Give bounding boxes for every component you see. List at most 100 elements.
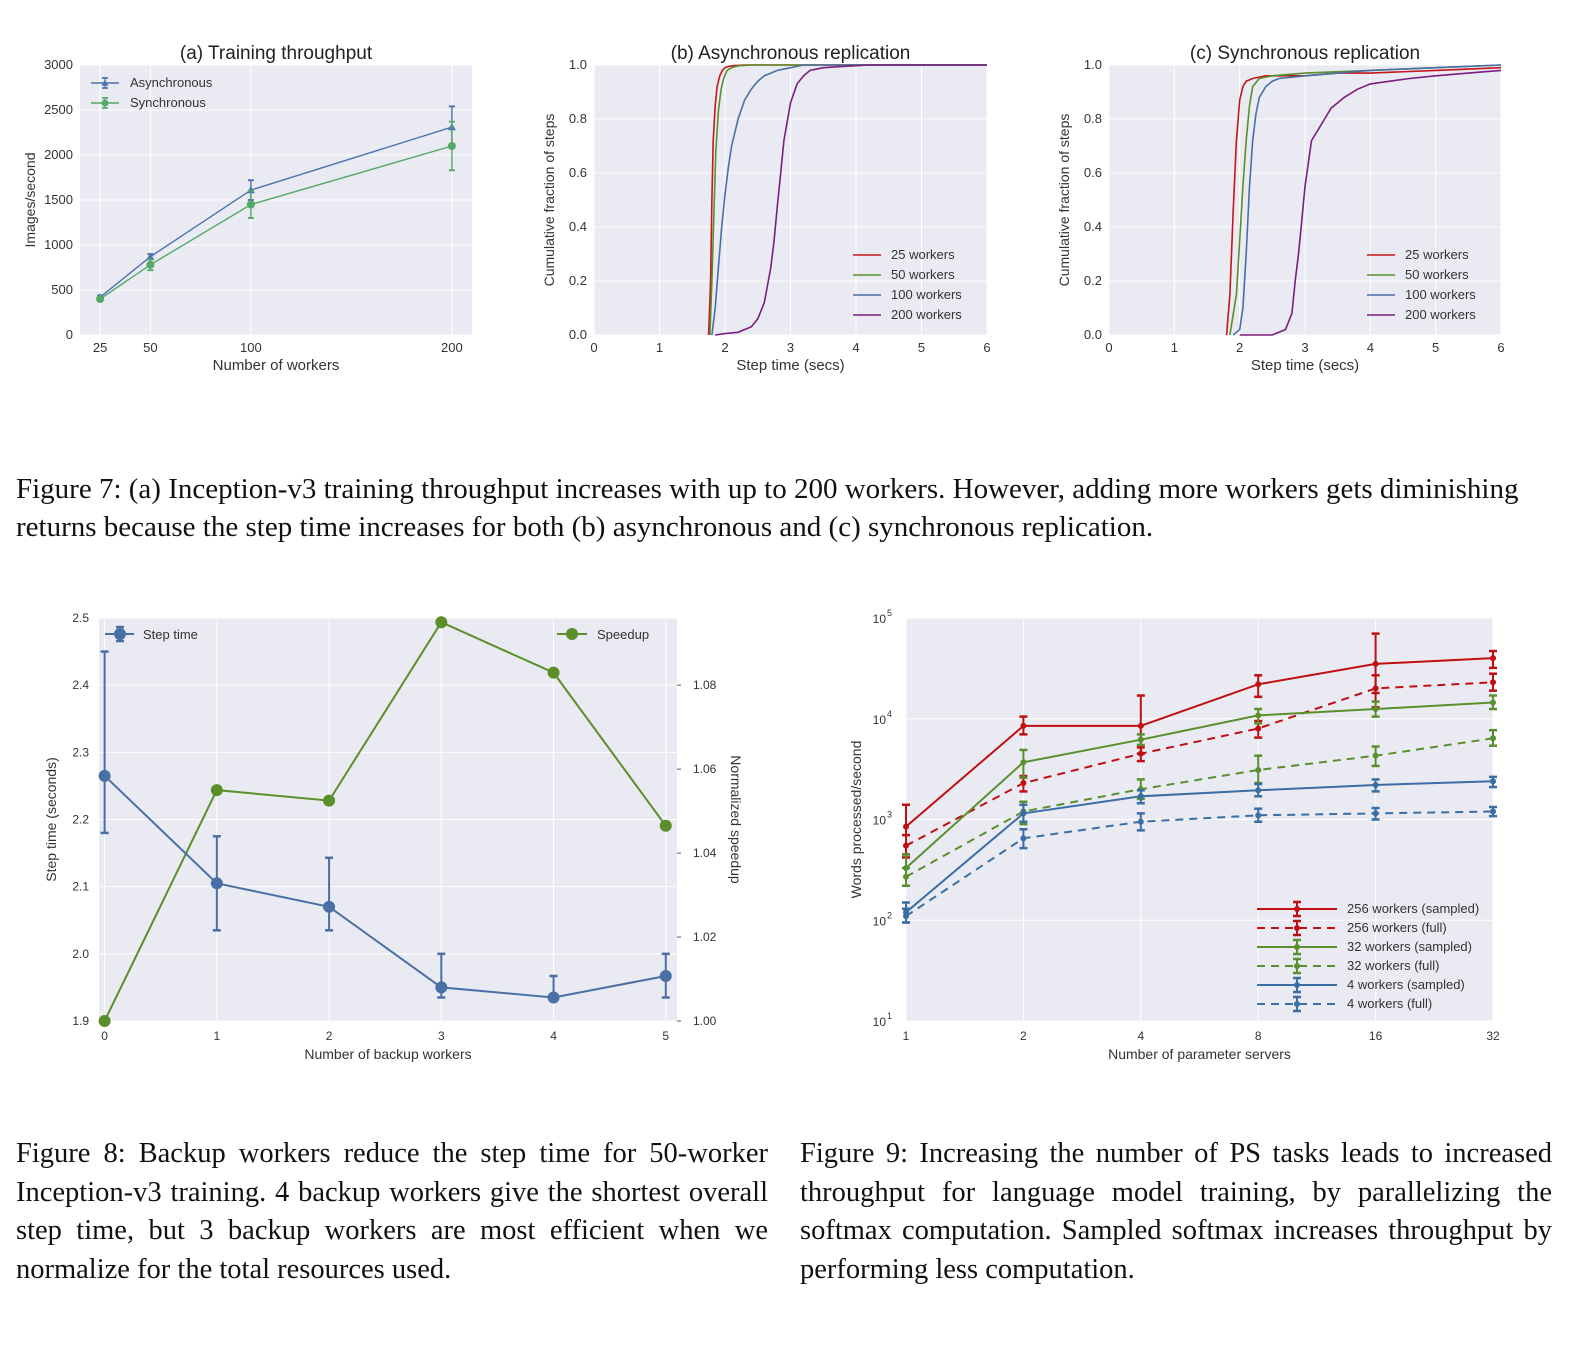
y-tick-label: 2.1 [72,880,89,894]
data-point-step-time [435,981,448,994]
y-tick-label: 0.8 [569,111,587,126]
series-line [905,780,1494,914]
series-line-step-time [103,775,666,999]
chart-title: (a) Training throughput [180,43,373,64]
series-line [707,64,987,336]
y-tick-label: 10 [873,914,887,928]
x-tick-label: 4 [1137,1029,1144,1043]
y-tick-label: 2.5 [72,611,89,625]
y-tick-label: 10 [873,814,887,828]
x-tick-label: 1 [214,1029,221,1043]
data-point [1372,660,1379,667]
x-axis-label: Step time (secs) [1251,357,1359,374]
data-point-speedup [210,784,223,797]
data-point [447,142,456,150]
data-point-step-time [659,969,672,982]
y2-tick-label: 1.02 [693,930,717,944]
data-point [1137,722,1144,729]
legend-marker [1294,1001,1300,1007]
data-point-speedup [435,616,448,629]
legend-label: 256 workers (sampled) [1347,901,1479,916]
data-point [1255,787,1262,794]
x-tick-label: 25 [93,340,107,355]
legend-label: Speedup [597,627,649,642]
y-tick-exponent: 3 [887,810,892,820]
data-point [1137,793,1144,800]
data-point [1490,735,1496,742]
y-tick-label: 2.2 [72,813,89,827]
legend-marker [1294,982,1300,988]
y2-tick-label: 1.06 [693,762,717,776]
series-line [905,701,1494,869]
y2-axis-label: Normalized speedup [728,755,744,884]
legend-label: 50 workers [1405,267,1469,282]
series-line-speedup [103,620,667,1022]
series-line [1239,69,1502,336]
x-axis-label: Number of backup workers [304,1046,471,1062]
legend-label: 100 workers [891,287,962,302]
x-tick-label: 3 [787,340,794,355]
data-point [1490,679,1496,686]
series-line [99,145,453,300]
legend-label: Asynchronous [130,75,213,90]
x-tick-label: 50 [143,340,157,355]
chart-fig7c: 0.0 0.2 0.4 0.6 0.8 1.0 0 1 2 3 4 5 6 (c) Synchronous… [1056,43,1505,374]
x-tick-label: 5 [918,340,925,355]
y-axis-label: Words processed/second [848,741,864,899]
data-point-step-time [547,991,560,1004]
data-point [903,913,909,920]
data-point [1372,782,1379,789]
data-point [96,295,105,303]
y-tick-label: 1.9 [72,1014,89,1028]
series-line [715,64,987,336]
legend-label: 25 workers [891,247,955,262]
y-tick-label: 0 [66,327,73,342]
series-line [711,64,987,336]
x-tick-label: 4 [852,340,859,355]
y-tick-label: 10 [873,1015,887,1029]
chart-title: (c) Synchronous replication [1190,43,1420,64]
x-tick-label: 1 [656,340,663,355]
data-point-speedup [98,1015,111,1027]
legend-marker [1294,906,1300,912]
data-point [1020,759,1027,766]
error-bar [325,856,334,932]
data-point [1137,736,1144,743]
data-point-step-time [210,877,223,890]
y-tick-label: 2000 [44,147,73,162]
y-tick-label: 10 [873,612,887,626]
x-tick-label: 3 [1301,340,1308,355]
series-line [905,737,1494,878]
x-axis-label: Number of parameter servers [1108,1046,1291,1062]
data-point [1490,655,1496,662]
y2-tick-label: 1.04 [693,846,717,860]
y-tick-label: 1000 [44,237,73,252]
chart-fig8: 1.9 2.0 2.1 2.2 2.3 2.4 2.5 0 1 2 3 4 5 1.00 1.02 1.04 1… [43,611,744,1062]
y-tick-label: 0.2 [1084,273,1102,288]
y-tick-label: 3000 [44,57,73,72]
legend-marker [1294,963,1300,969]
x-tick-label: 0 [101,1029,108,1043]
series-line [905,681,1494,847]
error-bar [100,650,109,835]
y-tick-label: 2.0 [72,947,89,961]
y-tick-label: 0.8 [1084,111,1102,126]
x-tick-label: 16 [1369,1029,1383,1043]
x-tick-label: 32 [1486,1029,1500,1043]
data-point [903,842,909,849]
data-point [146,252,155,260]
data-point [146,260,155,269]
data-point [1020,780,1027,787]
x-axis-label: Step time (secs) [736,357,844,374]
series-line [1225,66,1502,336]
chart-fig7b: 0.0 0.2 0.4 0.6 0.8 1.0 0 1 2 3 4 5 6 (b) Asynchronou… [541,43,991,374]
data-point [1020,835,1027,842]
y-tick-exponent: 1 [887,1011,892,1021]
legend-marker [101,79,109,86]
legend-marker [1294,925,1300,931]
data-point-speedup [659,819,672,832]
x-tick-label: 2 [326,1029,333,1043]
y-tick-label: 1500 [44,192,73,207]
legend-label: 32 workers (sampled) [1347,939,1472,954]
